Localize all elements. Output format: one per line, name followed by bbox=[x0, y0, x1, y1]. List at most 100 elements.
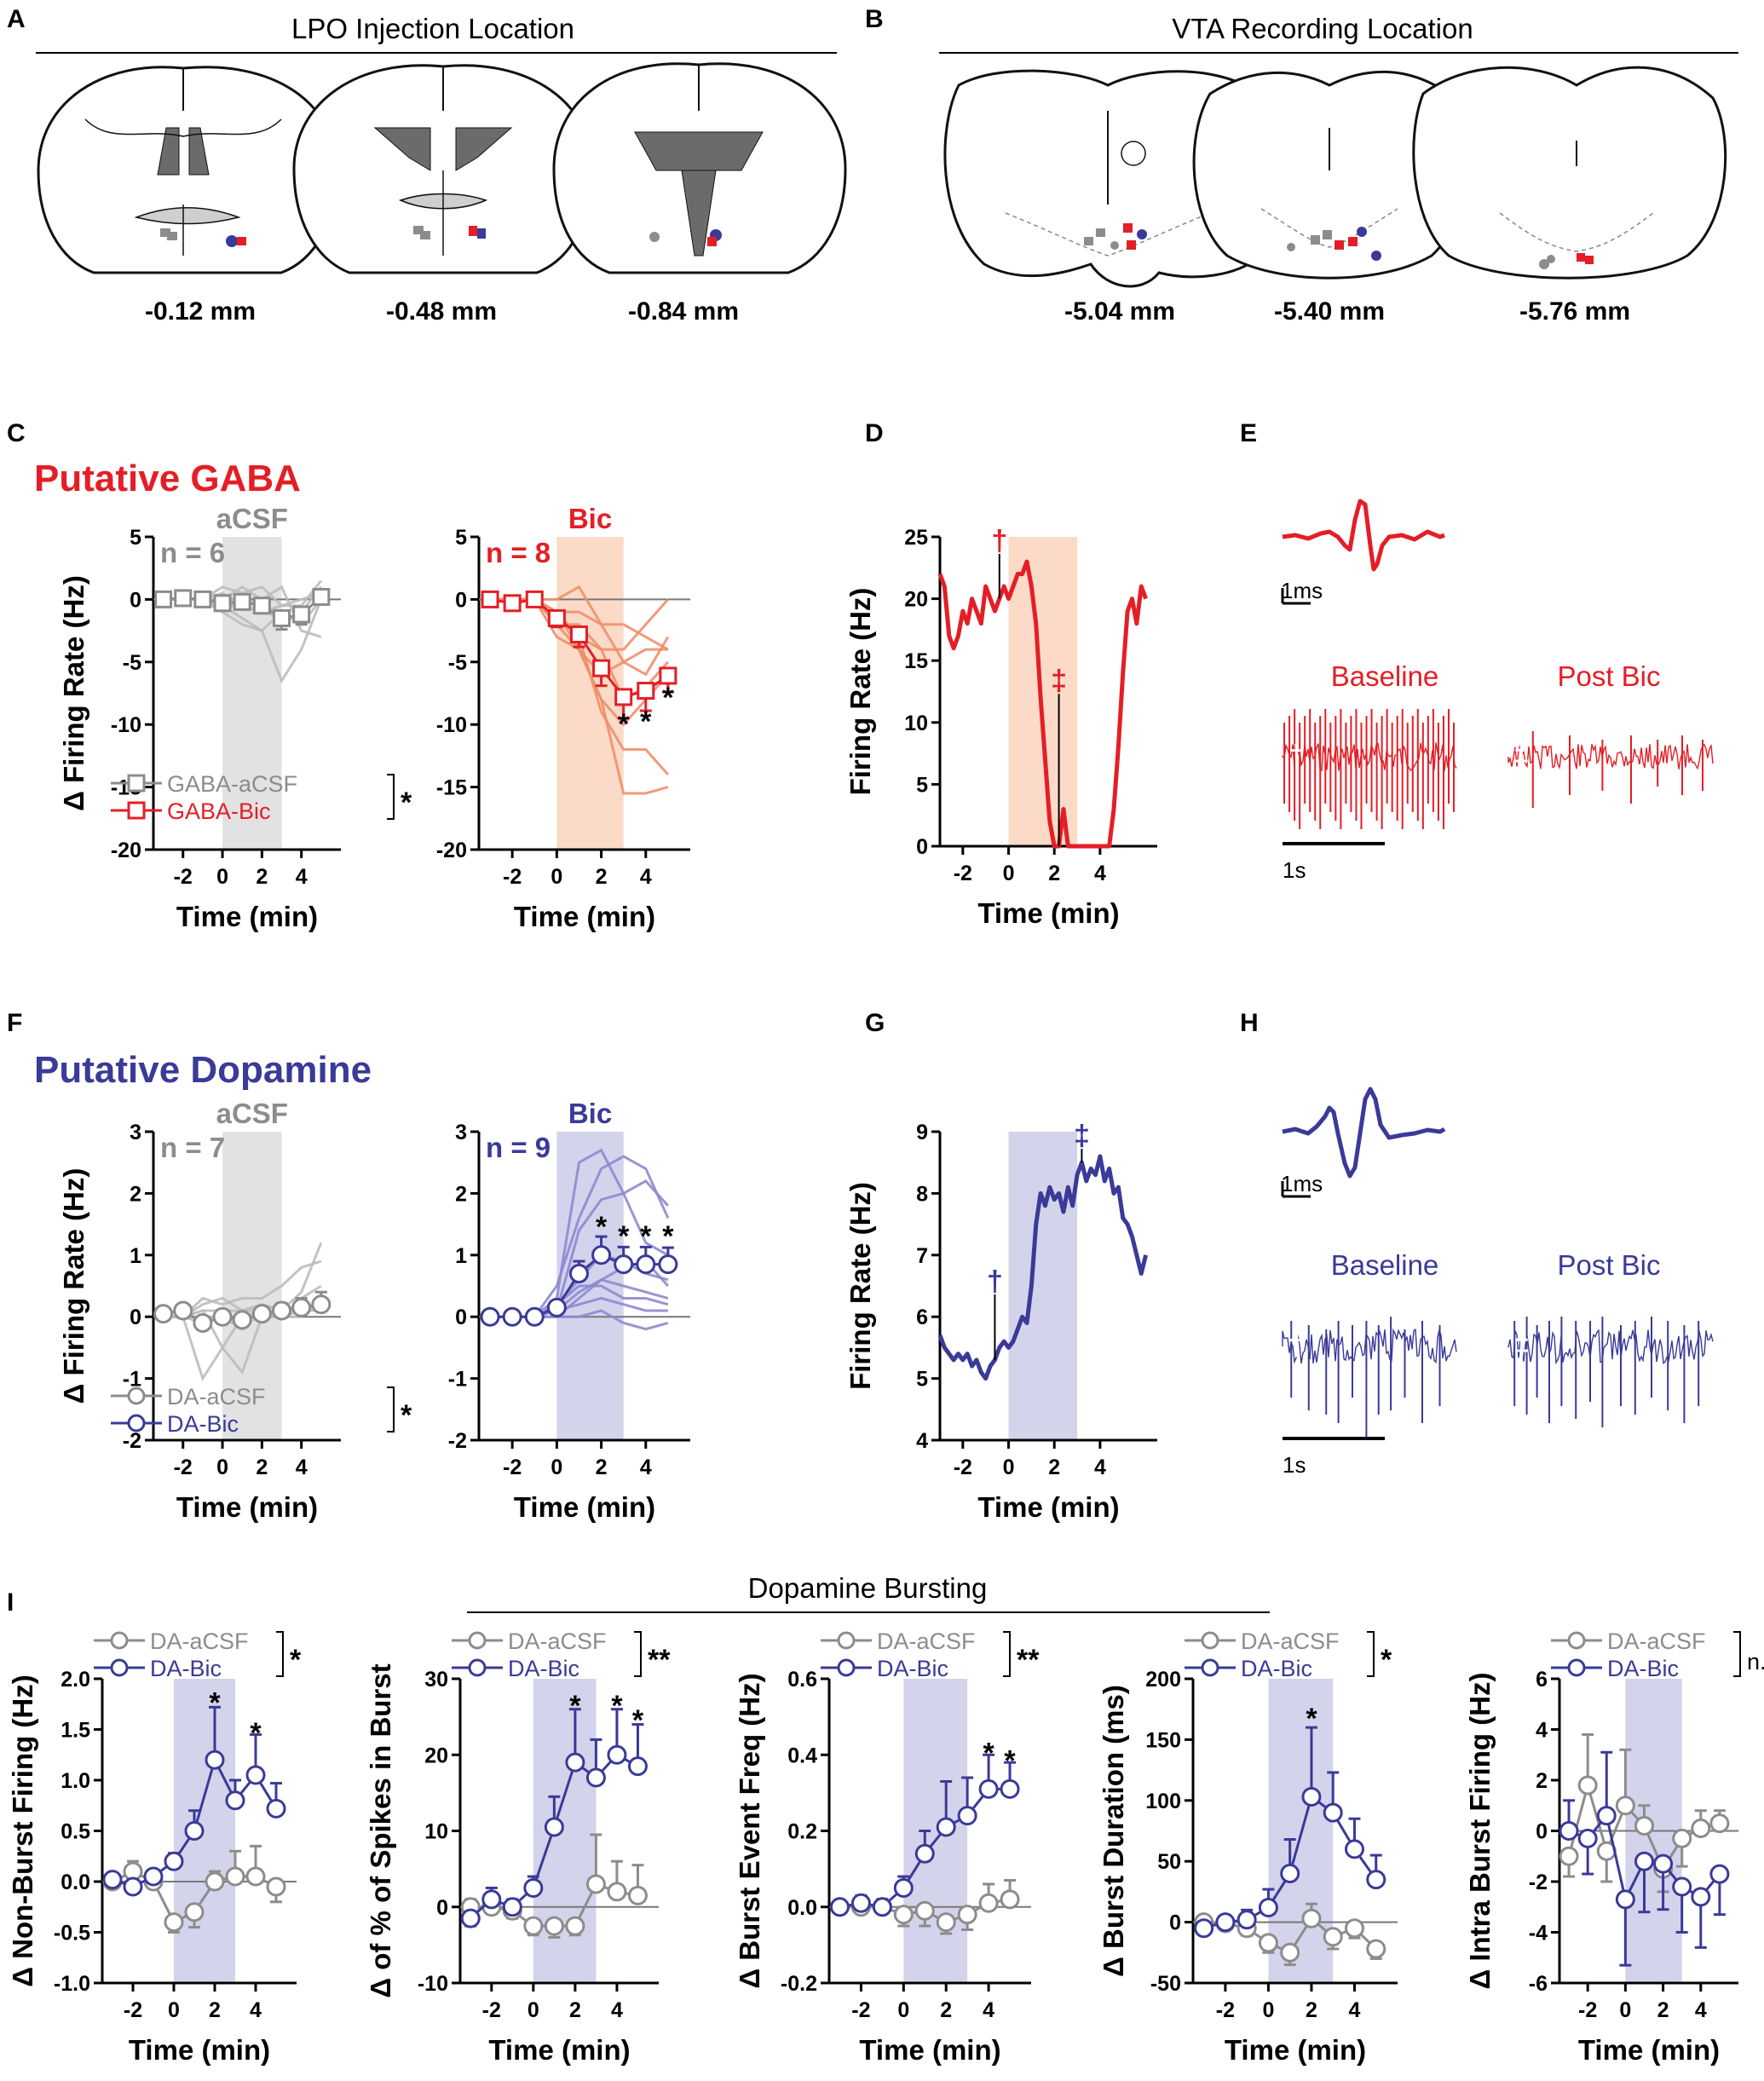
da-post-bic-label: Post Bic bbox=[1557, 1249, 1660, 1281]
legend-label: DA-aCSF bbox=[167, 1384, 266, 1409]
da-spike-waveform bbox=[1282, 1087, 1446, 1179]
mean-point bbox=[273, 608, 291, 627]
y-tick-label: -15 bbox=[436, 776, 467, 800]
da-acsf-point bbox=[1258, 1933, 1278, 1953]
significance-star: * bbox=[1306, 1703, 1317, 1735]
mean-point bbox=[153, 1304, 174, 1324]
y-tick-label: 0 bbox=[916, 835, 928, 859]
x-tick-label: 2 bbox=[256, 1456, 268, 1479]
y-tick-label: 6 bbox=[916, 1306, 928, 1329]
significance-star: * bbox=[596, 1211, 608, 1243]
y-tick-label: 15 bbox=[904, 649, 928, 673]
panel-label-g: G bbox=[865, 1009, 885, 1037]
drug-application-shade bbox=[533, 1679, 597, 1983]
da-bic-point bbox=[1709, 1864, 1730, 1884]
da-bic-point bbox=[607, 1744, 627, 1765]
y-tick-label: 5 bbox=[455, 526, 467, 550]
significance-star: * bbox=[1004, 1744, 1016, 1777]
legend-marker bbox=[468, 1631, 487, 1650]
legend-label: DA-aCSF bbox=[150, 1628, 249, 1654]
legend-marker bbox=[110, 1658, 129, 1677]
y-tick-label: 0 bbox=[455, 1306, 467, 1329]
da-acsf-point bbox=[1366, 1939, 1386, 1959]
gaba-post-bic-label: Post Bic bbox=[1557, 660, 1660, 692]
panel-a-title: LPO Injection Location bbox=[291, 13, 574, 44]
x-axis-label: Time (min) bbox=[176, 901, 318, 932]
mean-point bbox=[233, 592, 251, 611]
y-tick-label: 1 bbox=[455, 1244, 467, 1268]
da-waveform-panel: 1ms Baseline Post Bic † ‡ 1s bbox=[1281, 1087, 1714, 1478]
da-acsf-point bbox=[1344, 1918, 1364, 1939]
y-tick-label: 5 bbox=[916, 773, 928, 797]
section-title-dopamine: Putative Dopamine bbox=[34, 1049, 372, 1091]
x-axis-label: Time (min) bbox=[514, 1491, 655, 1523]
y-tick-label: 7 bbox=[916, 1244, 928, 1268]
legend-significance-bracket bbox=[387, 1386, 395, 1432]
y-axis-label: Δ of % of Spikes in Burst bbox=[365, 1663, 396, 1997]
da-acsf-point bbox=[1634, 1816, 1654, 1836]
dopamine-bursting-label: Dopamine Bursting bbox=[748, 1572, 988, 1604]
da-bic-point bbox=[460, 1908, 481, 1928]
x-tick-label: 0 bbox=[527, 1998, 539, 2022]
mean-point bbox=[252, 597, 271, 615]
da-bic-point bbox=[1344, 1839, 1364, 1859]
y-tick-label: -10 bbox=[418, 1972, 448, 1996]
drug-application-shade bbox=[1008, 537, 1078, 846]
x-axis-label: Time (min) bbox=[1225, 2034, 1366, 2066]
drug-application-shade bbox=[903, 1679, 968, 1983]
noise-trace bbox=[1507, 1329, 1714, 1365]
da-acsf-point bbox=[1615, 1796, 1635, 1816]
significance-star: * bbox=[662, 682, 674, 714]
mean-point bbox=[637, 682, 655, 700]
x-tick-label: 4 bbox=[1695, 1998, 1707, 2022]
y-tick-label: -10 bbox=[436, 713, 467, 737]
x-tick-label: 2 bbox=[1048, 862, 1060, 885]
chart-non-burst-firing: 2.0 1.5 1.0 0.5 0.0 -0.5 -1.0 -2 0 2 4 Time (min) Δ … bbox=[7, 1628, 302, 2066]
da-acsf-point bbox=[523, 1916, 544, 1936]
y-tick-label: 2 bbox=[455, 1182, 467, 1206]
brain-section-lpo-3 bbox=[552, 62, 847, 274]
mean-point bbox=[481, 590, 499, 608]
y-tick-label: 1.0 bbox=[61, 1769, 90, 1793]
vta-section-label-3: -5.76 mm bbox=[1519, 297, 1630, 326]
y-tick-label: 0.5 bbox=[61, 1820, 90, 1844]
legend-marker bbox=[1201, 1631, 1219, 1650]
legend-label: DA-Bic bbox=[877, 1656, 948, 1681]
mean-point bbox=[292, 605, 311, 624]
mean-point bbox=[193, 590, 212, 608]
x-tick-label: 0 bbox=[216, 1456, 228, 1479]
y-axis-label: Firing Rate (Hz) bbox=[845, 1182, 876, 1390]
y-tick-label: -50 bbox=[1150, 1972, 1181, 1996]
x-tick-label: -2 bbox=[174, 1456, 193, 1479]
da-bic-point bbox=[850, 1893, 871, 1913]
x-tick-label: -2 bbox=[174, 865, 193, 889]
y-tick-label: 3 bbox=[130, 1121, 141, 1144]
legend-marker bbox=[127, 801, 146, 820]
da-bic-point bbox=[914, 1843, 935, 1864]
da-acsf-point bbox=[164, 1912, 184, 1933]
da-acsf-point bbox=[565, 1916, 585, 1936]
da-acsf-point bbox=[978, 1893, 999, 1913]
mean-point bbox=[569, 625, 588, 644]
da-acsf-point bbox=[914, 1900, 935, 1921]
mean-point bbox=[614, 1254, 634, 1275]
legend-label: DA-aCSF bbox=[1241, 1628, 1340, 1654]
y-tick-label: -5 bbox=[123, 651, 141, 675]
y-tick-label: 30 bbox=[424, 1668, 448, 1692]
x-tick-label: 0 bbox=[1262, 1998, 1274, 2022]
da-acsf-point bbox=[205, 1871, 225, 1892]
y-tick-label: 0 bbox=[1536, 1820, 1548, 1844]
da-acsf-point bbox=[936, 1912, 956, 1933]
chart-gaba-example-firing: 0 5 10 15 20 25 -2 0 2 4 Time (min) Firing Rate (Hz… bbox=[845, 525, 1157, 929]
legend-significance-bracket bbox=[1733, 1631, 1741, 1677]
panel-label-c: C bbox=[7, 419, 26, 447]
y-tick-label: 9 bbox=[916, 1121, 928, 1144]
da-bic-point bbox=[523, 1877, 544, 1898]
chart-burst-duration: 200 150 100 50 0 -50 -2 0 2 4 Time (min) Δ Burst Du… bbox=[1098, 1628, 1398, 2066]
gaba-scale-label-s: 1s bbox=[1283, 857, 1306, 883]
da-bic-point bbox=[1691, 1887, 1711, 1907]
x-tick-label: 4 bbox=[1094, 862, 1106, 885]
significance-star: * bbox=[209, 1686, 221, 1719]
legend-label: DA-Bic bbox=[1607, 1656, 1679, 1681]
